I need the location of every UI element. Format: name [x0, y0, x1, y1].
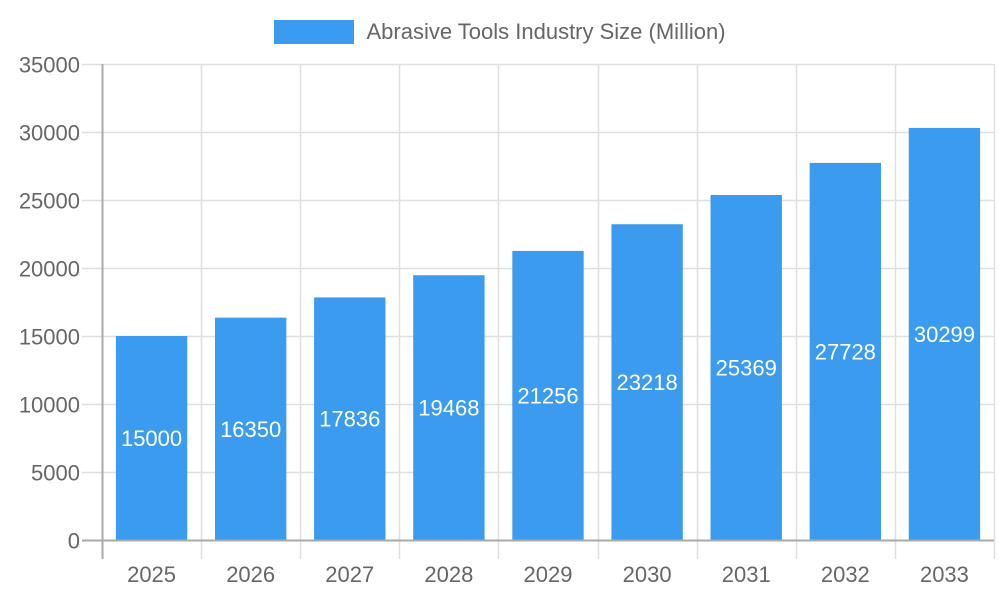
data-label: 25369 [716, 355, 777, 380]
bar-2030[interactable] [611, 224, 683, 540]
x-tick-label: 2030 [623, 562, 672, 587]
data-label: 27728 [815, 339, 876, 364]
x-tick-label: 2025 [127, 562, 176, 587]
data-label: 15000 [121, 426, 182, 451]
bar-2032[interactable] [809, 162, 882, 540]
bar-2026[interactable] [214, 317, 287, 540]
y-tick-label: 25000 [19, 189, 80, 214]
bar-2028[interactable] [413, 275, 485, 540]
y-tick-label: 15000 [19, 325, 80, 350]
bars [115, 127, 981, 541]
y-tick-label: 10000 [19, 393, 80, 418]
y-tick-label: 5000 [31, 461, 80, 486]
y-tick-label: 30000 [19, 121, 80, 146]
bar-2031[interactable] [710, 194, 782, 540]
grid-lines [82, 63, 996, 559]
x-tick-label: 2027 [325, 562, 374, 587]
data-label: 16350 [220, 417, 281, 442]
bar-2033[interactable] [908, 127, 981, 541]
data-label: 19468 [418, 396, 479, 421]
data-label: 17836 [319, 407, 380, 432]
bar-2027[interactable] [314, 297, 386, 540]
bar-2029[interactable] [512, 250, 584, 540]
y-tick-label: 20000 [19, 257, 80, 282]
bar-2025[interactable] [115, 336, 188, 540]
data-labels: 15000 16350 17836 19468 21256 23218 25369 27728… [121, 322, 975, 451]
data-label: 30299 [914, 322, 975, 347]
x-axis-labels: 2025 2026 2027 2028 2029 2030 2031 2032 2033 [127, 562, 969, 587]
y-tick-label: 0 [68, 529, 80, 554]
x-tick-label: 2028 [424, 562, 473, 587]
x-tick-label: 2026 [226, 562, 275, 587]
axes [82, 64, 994, 559]
x-tick-label: 2031 [722, 562, 771, 587]
x-tick-label: 2029 [524, 562, 573, 587]
legend-label: Abrasive Tools Industry Size (Million) [366, 19, 726, 44]
x-tick-label: 2033 [920, 562, 969, 587]
chart-legend: Abrasive Tools Industry Size (Million) [0, 18, 1000, 46]
x-tick-label: 2032 [821, 562, 870, 587]
data-label: 21256 [517, 383, 578, 408]
y-axis-labels: 0 5000 10000 15000 20000 25000 30000 35000 [19, 53, 80, 554]
data-label: 23218 [617, 370, 678, 395]
legend-swatch[interactable] [274, 20, 355, 44]
y-tick-label: 35000 [19, 53, 80, 78]
